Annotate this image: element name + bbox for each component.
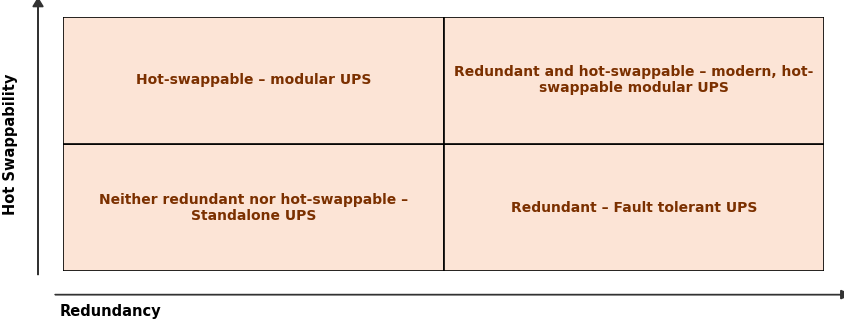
Text: Redundancy: Redundancy bbox=[59, 304, 160, 319]
Bar bbox=[443, 17, 823, 144]
Bar bbox=[63, 144, 443, 271]
Text: Redundant – Fault tolerant UPS: Redundant – Fault tolerant UPS bbox=[510, 201, 756, 215]
Bar bbox=[63, 17, 443, 144]
Text: Redundant and hot-swappable – modern, hot-
swappable modular UPS: Redundant and hot-swappable – modern, ho… bbox=[453, 65, 813, 95]
Text: Hot-swappable – modular UPS: Hot-swappable – modular UPS bbox=[136, 73, 371, 87]
Bar bbox=[443, 144, 823, 271]
Text: Neither redundant nor hot-swappable –
Standalone UPS: Neither redundant nor hot-swappable – St… bbox=[99, 193, 408, 223]
Text: Hot Swappability: Hot Swappability bbox=[3, 73, 18, 215]
